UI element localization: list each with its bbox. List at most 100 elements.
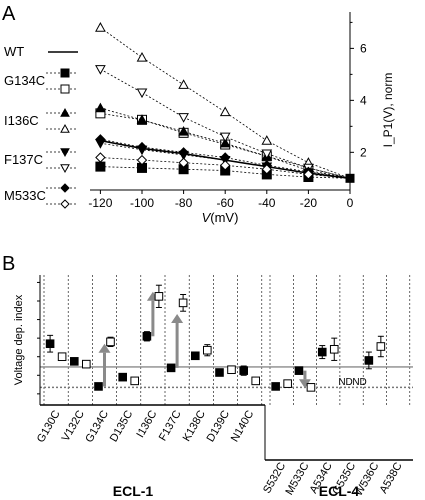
filled-point: [271, 382, 280, 391]
data-point: [261, 149, 273, 160]
open-point: [82, 359, 91, 369]
data-point: [219, 137, 231, 148]
data-point: [95, 134, 106, 145]
category-label: G134C: [83, 408, 111, 444]
open-point: [227, 365, 236, 375]
category-label: M533C: [283, 460, 311, 497]
open-point: [130, 376, 139, 386]
legend-label: M533C: [4, 188, 46, 203]
legend-label: WT: [4, 44, 24, 59]
open-point: [283, 379, 292, 388]
filled-point: [45, 339, 55, 349]
category-label: N140C: [229, 408, 257, 444]
data-point: [95, 22, 106, 32]
panel-b-label: B: [2, 253, 15, 275]
data-point: [95, 65, 106, 75]
data-point: [219, 106, 231, 117]
data-point: [261, 164, 273, 175]
category-label: D135C: [108, 408, 136, 444]
y-axis-label: Voltage dep. index: [13, 294, 25, 385]
open-point: [178, 298, 188, 308]
legend-marker: [60, 183, 70, 193]
panel-b-grid: [40, 275, 413, 405]
legend-label: G134C: [4, 73, 45, 88]
category-label: I136C: [134, 408, 159, 439]
filled-point: [70, 357, 79, 366]
data-point: [303, 169, 314, 180]
open-point: [57, 352, 67, 362]
x-tick-label: -60: [217, 196, 235, 210]
filled-point: [142, 331, 152, 341]
filled-point: [317, 347, 327, 357]
panel-a-label: A: [2, 3, 16, 25]
group-label-ecl4: ECL-4: [319, 483, 360, 499]
x-axis-label-unit: (mV): [210, 210, 238, 225]
y-tick-label: 2: [360, 145, 367, 159]
filled-point: [215, 368, 224, 377]
panel-b-chart: ND ND Voltage dep. indexG130CV132CG134CD1…: [13, 275, 413, 499]
panel-a-series: [95, 22, 355, 183]
data-point: [178, 157, 189, 168]
x-tick-label: -20: [300, 196, 318, 210]
y-axis-label: I_P1(V), norm: [381, 73, 395, 148]
change-arrowhead: [171, 314, 184, 323]
category-label: A538C: [378, 460, 405, 495]
x-tick-label: 0: [347, 196, 354, 210]
data-point: [136, 88, 148, 99]
data-point: [136, 51, 148, 62]
data-point: [178, 79, 189, 89]
panel-a-chart: WT G134C I136C F137C M533C -120 -100 -80 -60 -40…: [4, 12, 395, 225]
legend-marker: [60, 199, 70, 209]
filled-point: [94, 382, 103, 391]
x-axis-label-var: V: [202, 210, 212, 225]
open-point: [376, 342, 386, 351]
nd-label: ND: [352, 377, 366, 388]
open-point: [251, 376, 260, 386]
x-tick-label: -120: [88, 196, 112, 210]
legend-marker: [60, 164, 70, 174]
data-point: [95, 152, 106, 163]
legend-marker: [60, 123, 70, 133]
open-point: [106, 337, 115, 347]
change-arrowhead: [98, 343, 111, 353]
x-tick-label: -100: [130, 196, 154, 210]
nd-label: ND: [338, 377, 352, 388]
data-point: [219, 132, 231, 143]
y-tick-label: 4: [360, 93, 367, 107]
x-axis-label: V(mV): [202, 210, 239, 225]
filled-point: [294, 366, 304, 375]
panel-a-axes: -120 -100 -80 -60 -40 -20 0 V(mV) 2 4 6 I_P1(V), no…: [88, 12, 395, 225]
legend-marker: [60, 107, 70, 117]
filled-point: [364, 356, 374, 365]
data-point: [136, 114, 148, 124]
data-point: [261, 135, 273, 145]
open-point: [329, 344, 339, 354]
filled-point: [191, 351, 200, 361]
category-label: G130C: [35, 408, 63, 444]
filled-point: [118, 372, 128, 382]
group-label-ecl1: ECL-1: [113, 483, 154, 499]
open-point: [203, 345, 212, 355]
data-point: [219, 160, 231, 171]
data-point: [178, 113, 189, 123]
panel-b-marks: ND ND: [45, 284, 386, 392]
panel-a-legend: WT G134C I136C F137C M533C: [4, 44, 78, 209]
open-point: [154, 292, 164, 301]
filled-point: [239, 366, 248, 375]
legend-marker: [60, 148, 70, 158]
data-point: [95, 161, 106, 172]
x-tick-label: -80: [175, 196, 193, 210]
open-point: [306, 383, 316, 392]
data-point: [136, 154, 148, 166]
change-arrowhead: [298, 379, 311, 389]
y-tick-label: 6: [360, 41, 367, 55]
data-point: [95, 102, 106, 113]
data-point: [178, 126, 189, 136]
x-tick-label: -40: [258, 196, 276, 210]
data-point: [136, 141, 148, 153]
legend-label: I136C: [4, 113, 39, 128]
data-point: [178, 147, 189, 158]
legend-label: F137C: [4, 152, 43, 167]
legend-marker: [60, 68, 70, 78]
